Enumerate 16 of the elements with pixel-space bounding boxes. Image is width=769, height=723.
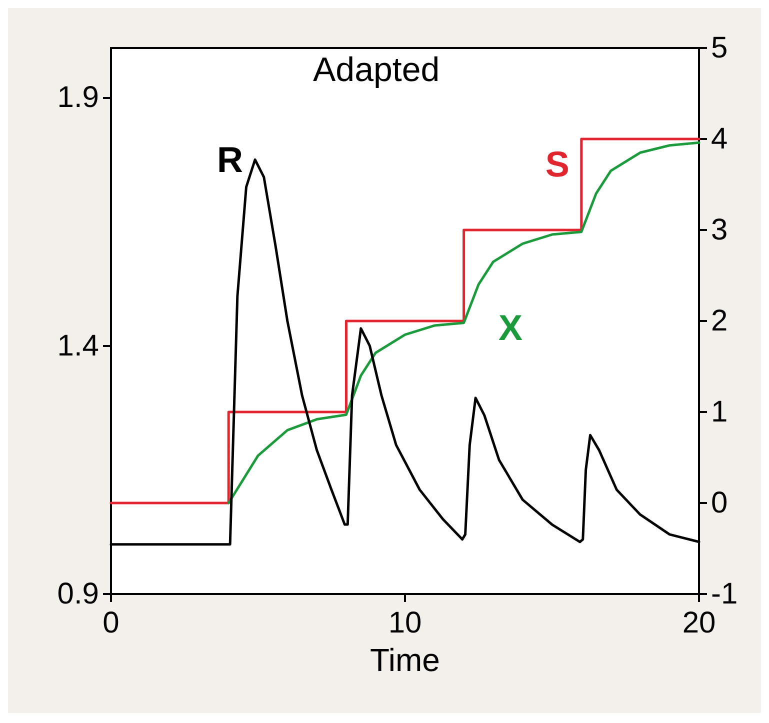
y2-tick-label: 1 [711, 396, 728, 428]
x-tick-label: 0 [102, 606, 120, 640]
y-tick-label: 0.9 [57, 578, 99, 610]
y2-tick-label: 5 [711, 32, 728, 64]
x-tick-label: 10 [388, 606, 422, 640]
y2-tick-label: 0 [711, 486, 728, 520]
y-tick-label: 1.4 [57, 329, 99, 362]
chart-title: Adapted [313, 51, 440, 89]
y-tick-label: 1.9 [57, 81, 99, 114]
y2-tick-label: 2 [711, 304, 728, 338]
y2-tick-label: 3 [711, 214, 728, 246]
series-label: R [217, 139, 244, 180]
x-axis-title: Time [370, 642, 440, 678]
series-label: S [545, 144, 570, 184]
series-label: X [498, 307, 523, 348]
y2-tick-label: 4 [711, 122, 728, 156]
